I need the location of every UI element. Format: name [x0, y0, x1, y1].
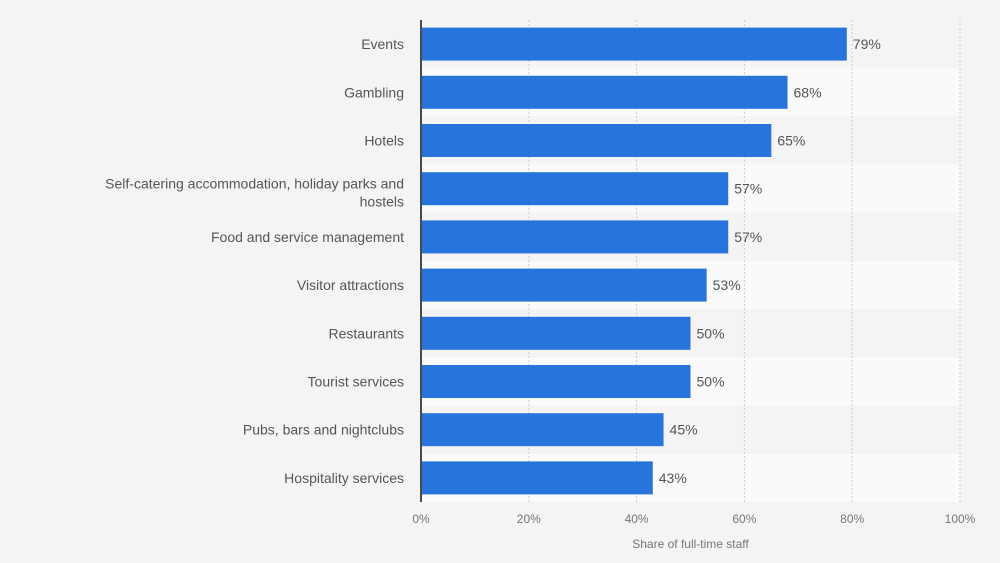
value-label: 50% [697, 374, 725, 390]
x-tick-label: 60% [732, 512, 756, 526]
x-tick-labels: 0% 20% 40% 60% 80% 100% [412, 512, 975, 526]
category-label: Tourist services [308, 374, 404, 390]
bar[interactable] [421, 172, 729, 206]
category-label: Food and service management [211, 229, 404, 245]
x-tick-label: 20% [517, 512, 541, 526]
bar[interactable] [421, 316, 691, 350]
category-label: Gambling [344, 84, 404, 100]
value-label: 45% [670, 422, 698, 438]
value-label: 57% [734, 229, 762, 245]
bar[interactable] [421, 124, 772, 157]
category-label: Hospitality services [284, 470, 404, 486]
x-tick-label: 40% [625, 512, 649, 526]
bar[interactable] [421, 27, 847, 61]
bar[interactable] [421, 220, 729, 254]
category-label: Pubs, bars and nightclubs [243, 422, 404, 438]
bar[interactable] [421, 461, 653, 495]
bar[interactable] [421, 268, 707, 302]
value-label: 79% [853, 36, 881, 52]
category-label: Hotels [364, 133, 404, 149]
value-label: 65% [777, 133, 805, 149]
bar[interactable] [421, 413, 664, 447]
x-tick-label: 0% [412, 512, 430, 526]
bars [421, 27, 847, 495]
bar[interactable] [421, 365, 691, 398]
value-labels: 79% 68% 65% 57% 57% 53% 50% 50% 45% 43% [659, 36, 881, 486]
x-axis-title: Share of full-time staff [632, 537, 749, 551]
x-tick-label: 100% [945, 512, 976, 526]
category-label: Visitor attractions [297, 277, 404, 293]
x-tick-label: 80% [840, 512, 864, 526]
category-labels: Events Gambling Hotels Self-catering accomm… [105, 36, 404, 486]
category-label: Events [361, 36, 404, 52]
value-label: 57% [734, 181, 762, 197]
value-label: 43% [659, 470, 687, 486]
value-label: 68% [794, 84, 822, 100]
category-label: Self-catering accommodation, holiday par… [105, 176, 404, 192]
bar[interactable] [421, 75, 788, 109]
value-label: 50% [697, 325, 725, 341]
value-label: 53% [713, 277, 741, 293]
category-label: Restaurants [329, 325, 404, 341]
category-label: hostels [360, 194, 404, 210]
